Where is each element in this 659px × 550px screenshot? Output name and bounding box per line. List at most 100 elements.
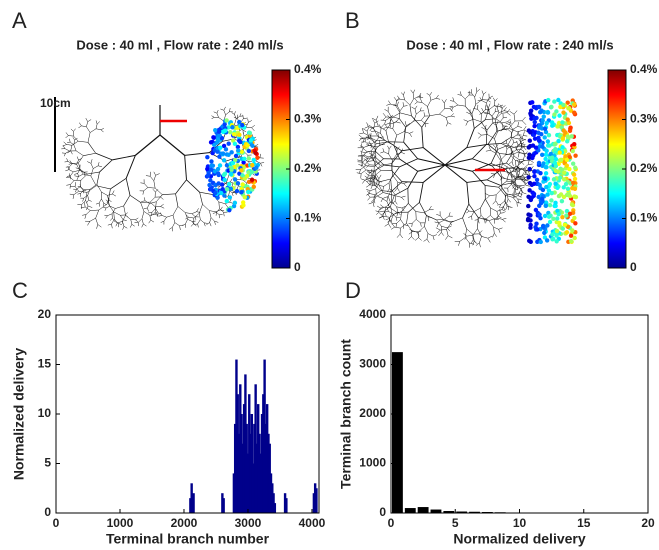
- tree-branch: [446, 229, 449, 236]
- tree-branch: [492, 144, 496, 148]
- spike: [249, 433, 252, 513]
- deposition-dot: [221, 172, 227, 178]
- tree-branch: [361, 128, 364, 134]
- tree-branch: [86, 126, 91, 133]
- tree-branch: [373, 128, 378, 137]
- deposition-dot: [572, 235, 577, 241]
- tree-branch: [115, 205, 124, 209]
- tree-branch: [417, 96, 421, 99]
- tree-branch: [404, 99, 411, 106]
- tree-branch: [486, 170, 500, 181]
- tree-branch: [75, 167, 80, 170]
- spike: [250, 414, 254, 513]
- tree-branch: [467, 92, 472, 94]
- deposition-dot: [555, 124, 560, 129]
- deposition-dot: [544, 184, 549, 190]
- deposition-dot: [569, 202, 575, 207]
- tree-branch: [360, 165, 366, 170]
- tree-branch: [364, 175, 368, 179]
- deposition-dot: [543, 156, 548, 162]
- deposition-dot: [242, 195, 248, 200]
- tree-branch: [477, 219, 480, 224]
- tree-branch: [501, 112, 508, 114]
- tree-branch: [373, 146, 378, 155]
- deposition-dot: [557, 113, 562, 118]
- deposition-dot: [215, 149, 220, 154]
- tree-branch: [509, 124, 513, 130]
- y-tick-label: 3000: [359, 357, 386, 371]
- tree-branch: [85, 118, 88, 122]
- tree-branch: [193, 212, 200, 219]
- deposition-dot: [215, 166, 221, 172]
- tree-branch: [388, 223, 392, 228]
- tree-branch: [78, 155, 84, 163]
- tree-branch: [480, 208, 482, 216]
- tree-branch: [376, 194, 380, 198]
- tree-branch: [458, 241, 461, 246]
- deposition-dot: [251, 157, 256, 163]
- tree-branch: [439, 215, 444, 221]
- deposition-dot: [538, 110, 543, 115]
- spike: [253, 423, 256, 513]
- tree-branch: [453, 101, 459, 106]
- spike: [239, 384, 242, 513]
- tree-branch: [478, 217, 489, 221]
- histogram-bar: [417, 507, 429, 513]
- tree-branch: [369, 145, 378, 148]
- tree-branch: [391, 223, 395, 228]
- deposition-dot: [240, 200, 246, 205]
- tree-branch: [449, 106, 454, 108]
- tree-branch: [105, 215, 108, 219]
- tree-branch: [491, 115, 494, 123]
- tree-branch: [259, 153, 261, 158]
- tree-branch: [396, 234, 401, 238]
- tree-branch: [494, 233, 497, 237]
- tree-branch: [513, 141, 518, 143]
- tree-branch: [375, 144, 380, 150]
- tree-branch: [506, 193, 514, 196]
- deposition-dot: [549, 155, 555, 160]
- tree-branch: [485, 185, 499, 188]
- spike: [267, 433, 270, 513]
- tree-branch: [394, 226, 401, 229]
- tree-branch: [492, 122, 497, 126]
- tree-branch: [174, 222, 180, 226]
- tree-branch: [466, 111, 471, 115]
- tree-branch: [417, 230, 422, 233]
- tree-branch: [515, 147, 520, 153]
- tree-branch: [84, 214, 87, 219]
- tree-branch: [111, 219, 115, 225]
- tree-branch: [123, 226, 128, 229]
- tree-branch: [188, 217, 194, 219]
- tree-branch: [234, 191, 237, 196]
- tree-branch: [414, 105, 418, 110]
- tree-branch: [451, 115, 456, 118]
- tree-branch: [239, 113, 242, 117]
- tree-branch: [375, 130, 381, 134]
- tree-branch: [501, 107, 503, 114]
- tree-branch: [367, 194, 371, 198]
- tree-branch: [392, 128, 397, 136]
- tree-branch: [147, 203, 150, 209]
- tree-branch: [435, 94, 439, 99]
- tree-branch: [375, 210, 380, 213]
- tree-branch: [441, 99, 445, 104]
- deposition-dot: [220, 151, 226, 156]
- deposition-dot: [567, 211, 573, 217]
- tree-branch: [518, 147, 522, 153]
- tree-branch: [76, 156, 79, 161]
- tree-branch: [149, 201, 157, 204]
- tree-branch: [242, 114, 244, 119]
- tree-branch: [515, 184, 519, 189]
- tree-branch: [375, 160, 377, 167]
- deposition-dot: [560, 226, 566, 231]
- tree-branch: [143, 211, 150, 216]
- deposition-dot: [539, 196, 545, 202]
- tree-branch: [364, 126, 369, 129]
- deposition-dot: [247, 130, 253, 136]
- tree-branch: [153, 171, 156, 176]
- spike: [273, 503, 277, 513]
- tree-branch: [375, 157, 385, 166]
- spike: [271, 483, 274, 513]
- tree-branch: [523, 147, 527, 151]
